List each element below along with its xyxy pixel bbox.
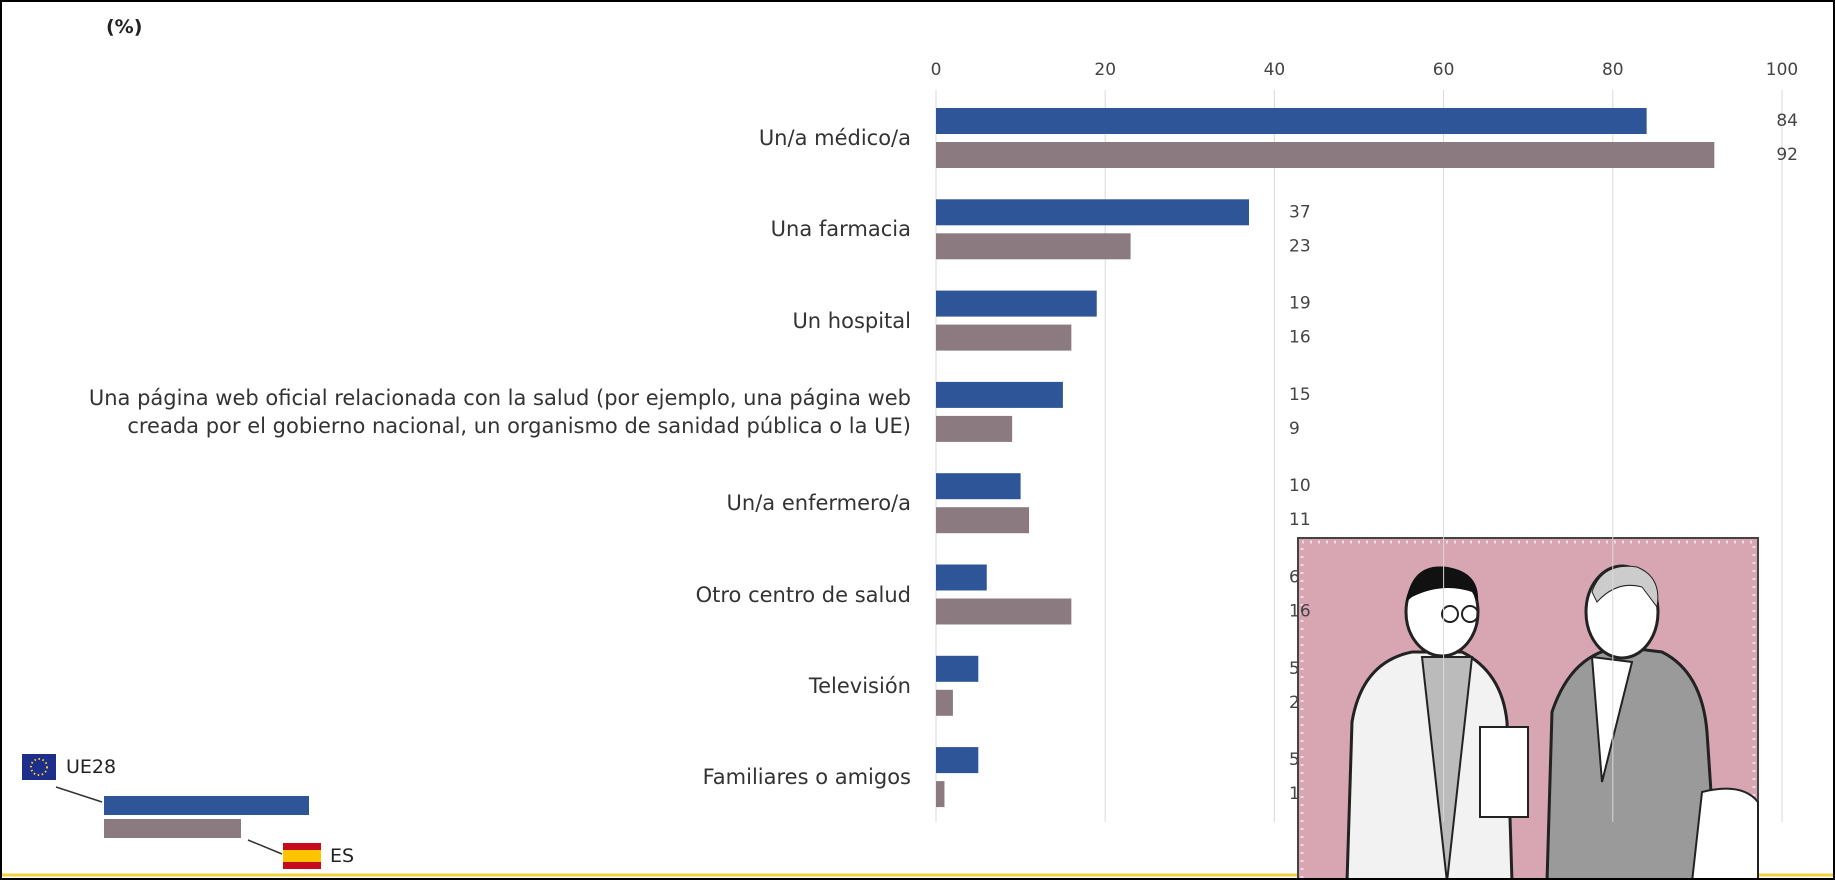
bar — [936, 473, 1021, 500]
illustration — [1297, 537, 1759, 878]
bar — [936, 108, 1647, 134]
value-label: 16 — [1289, 602, 1311, 622]
category-label: Una farmacia — [770, 217, 911, 242]
x-tick-label: 0 — [931, 60, 942, 80]
category-label: Familiares o amigos — [702, 765, 911, 790]
value-label: 92 — [1776, 145, 1798, 165]
value-label: 5 — [1289, 750, 1300, 770]
value-label: 16 — [1289, 328, 1311, 348]
value-label: 2 — [1289, 693, 1300, 713]
category-label: Un hospital — [792, 308, 911, 333]
value-label: 15 — [1289, 385, 1311, 405]
bar — [936, 324, 1072, 351]
bar — [936, 747, 979, 774]
legend-label: ES — [330, 845, 355, 867]
category-label: Televisión — [808, 673, 911, 698]
value-label: 19 — [1289, 294, 1311, 314]
bar — [936, 415, 1013, 442]
value-label: 5 — [1289, 659, 1300, 679]
bar — [936, 381, 1063, 408]
value-label: 11 — [1289, 510, 1311, 530]
bar — [936, 290, 1097, 317]
legend-swatch — [104, 819, 241, 838]
bar — [936, 655, 979, 682]
legend-leader — [247, 839, 283, 855]
bar — [936, 564, 987, 591]
bar — [936, 689, 953, 716]
bar — [936, 781, 945, 808]
legend-leader — [55, 786, 103, 803]
value-label: 84 — [1776, 111, 1798, 131]
x-tick-label: 100 — [1766, 60, 1798, 80]
bar — [936, 598, 1072, 625]
bar — [936, 199, 1250, 226]
x-tick-label: 20 — [1094, 60, 1116, 80]
legend-label: UE28 — [66, 756, 117, 778]
category-label: Otro centro de salud — [695, 582, 911, 607]
x-tick-label: 80 — [1602, 60, 1624, 80]
legend-swatch — [104, 796, 309, 815]
legend — [22, 754, 321, 869]
category-label: Una página web oficial relacionada con l… — [88, 385, 911, 438]
value-label: 10 — [1289, 476, 1311, 496]
value-label: 9 — [1289, 419, 1300, 439]
bar — [936, 142, 1715, 168]
value-label: 37 — [1289, 202, 1311, 222]
value-label: 23 — [1289, 236, 1311, 256]
category-label: Un/a médico/a — [758, 126, 911, 150]
category-label: Un/a enfermero/a — [726, 491, 911, 516]
bar — [936, 233, 1131, 260]
x-tick-label: 40 — [1264, 60, 1286, 80]
unit-label: (%) — [106, 16, 143, 38]
value-label: 6 — [1289, 568, 1300, 588]
bar — [936, 507, 1030, 534]
x-tick-label: 60 — [1433, 60, 1455, 80]
value-label: 1 — [1289, 784, 1300, 804]
